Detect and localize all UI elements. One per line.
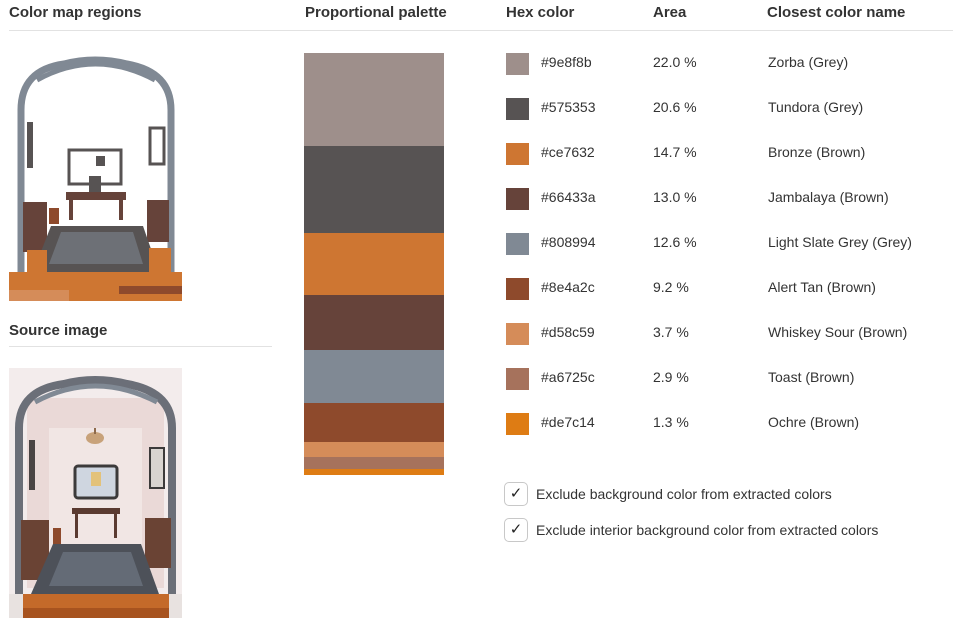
exclude-background-label[interactable]: Exclude background color from extracted … [536,486,832,502]
palette-heading: Proportional palette [305,4,447,21]
exclude-background-option[interactable]: ✓ Exclude background color from extracte… [504,482,944,508]
exclude-interior-background-checkbox[interactable]: ✓ [504,518,528,542]
color-map-heading: Color map regions [9,4,142,21]
source-image [9,368,182,618]
palette-segment [304,349,444,403]
name-column-heading: Closest color name [767,4,906,21]
color-row: #d58c59 3.7 % Whiskey Sour (Brown) [506,322,946,346]
hex-value: #d58c59 [541,324,595,340]
color-row: #ce7632 14.7 % Bronze (Brown) [506,142,946,166]
color-swatch [506,368,529,390]
color-row: #9e8f8b 22.0 % Zorba (Grey) [506,52,946,76]
color-swatch [506,53,529,75]
palette-segment [304,402,444,442]
area-value: 14.7 % [653,144,697,160]
color-map-image [9,50,182,301]
exclude-background-checkbox[interactable]: ✓ [504,482,528,506]
color-swatch [506,98,529,120]
hex-value: #9e8f8b [541,54,592,70]
palette-segment [304,145,444,233]
color-name: Jambalaya (Brown) [768,189,889,205]
hex-value: #de7c14 [541,414,595,430]
color-row: #808994 12.6 % Light Slate Grey (Grey) [506,232,946,256]
color-name: Alert Tan (Brown) [768,279,876,295]
hex-value: #a6725c [541,369,595,385]
hex-value: #ce7632 [541,144,595,160]
palette-segment [304,53,444,146]
color-swatch [506,413,529,435]
area-value: 2.9 % [653,369,689,385]
color-name: Ochre (Brown) [768,414,860,430]
color-swatch [506,233,529,255]
header-divider [9,30,953,31]
area-value: 13.0 % [653,189,697,205]
color-name: Toast (Brown) [768,369,855,385]
color-name: Whiskey Sour (Brown) [768,324,908,340]
palette-segment [304,441,444,458]
palette-segment [304,232,444,295]
hex-value: #66433a [541,189,596,205]
palette-segment [304,469,444,475]
hex-column-heading: Hex color [506,4,575,21]
hex-value: #575353 [541,99,596,115]
area-value: 20.6 % [653,99,697,115]
source-divider [9,346,272,347]
color-name: Tundora (Grey) [768,99,864,115]
proportional-palette [304,53,444,475]
hex-value: #808994 [541,234,596,250]
color-row: #a6725c 2.9 % Toast (Brown) [506,367,946,391]
color-name: Bronze (Brown) [768,144,866,160]
source-image-heading: Source image [9,322,108,339]
area-value: 22.0 % [653,54,697,70]
color-swatch [506,143,529,165]
color-row: #66433a 13.0 % Jambalaya (Brown) [506,187,946,211]
area-column-heading: Area [653,4,687,21]
color-row: #575353 20.6 % Tundora (Grey) [506,97,946,121]
exclude-interior-background-label[interactable]: Exclude interior background color from e… [536,522,879,538]
palette-segment [304,457,444,470]
color-row: #8e4a2c 9.2 % Alert Tan (Brown) [506,277,946,301]
area-value: 3.7 % [653,324,689,340]
palette-segment [304,294,444,350]
area-value: 1.3 % [653,414,689,430]
area-value: 12.6 % [653,234,697,250]
area-value: 9.2 % [653,279,689,295]
color-name: Zorba (Grey) [768,54,849,70]
color-name: Light Slate Grey (Grey) [768,234,912,250]
color-swatch [506,188,529,210]
exclude-interior-background-option[interactable]: ✓ Exclude interior background color from… [504,518,944,544]
hex-value: #8e4a2c [541,279,595,295]
color-swatch [506,323,529,345]
color-row: #de7c14 1.3 % Ochre (Brown) [506,412,946,436]
color-swatch [506,278,529,300]
